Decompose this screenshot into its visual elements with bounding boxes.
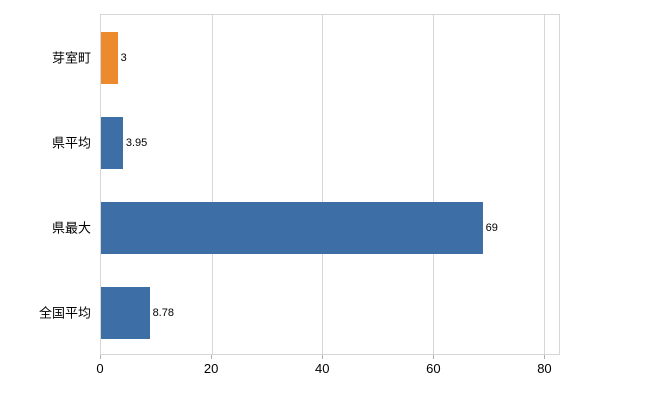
plot-area: 3 3.95 69 8.78 [100,14,560,355]
category-label: 芽室町 [51,50,91,66]
x-tick-label: 60 [426,361,441,376]
bar-value-label: 3 [120,51,127,64]
category-axis: 芽室町県平均県最大全国平均 [0,14,95,355]
gridline [432,15,434,354]
category-label: 県最大 [51,220,91,236]
gridline [322,15,324,354]
bar-3 [101,287,150,340]
x-axis-ticks [100,355,560,360]
x-tick-label: 40 [314,361,330,376]
bar-0 [101,31,118,84]
x-tick [100,355,101,359]
x-tick [433,355,435,359]
x-tick-label: 20 [203,361,219,376]
gridline [543,15,545,354]
x-tick-label: 80 [537,361,552,376]
bar-value-label: 8.78 [152,307,174,320]
category-label: 全国平均 [38,305,91,321]
x-axis-tick-labels: 0 20 40 60 80 [96,361,560,381]
bar-value-label: 3.95 [125,136,148,149]
x-tick [322,355,324,359]
bar-value-label: 69 [485,222,498,235]
bar-2 [101,202,483,255]
x-tick-label: 0 [96,361,104,376]
x-tick [211,355,213,359]
bar-1 [101,116,123,169]
gridline [211,15,213,354]
category-label: 県平均 [51,135,91,151]
x-tick [544,355,546,359]
